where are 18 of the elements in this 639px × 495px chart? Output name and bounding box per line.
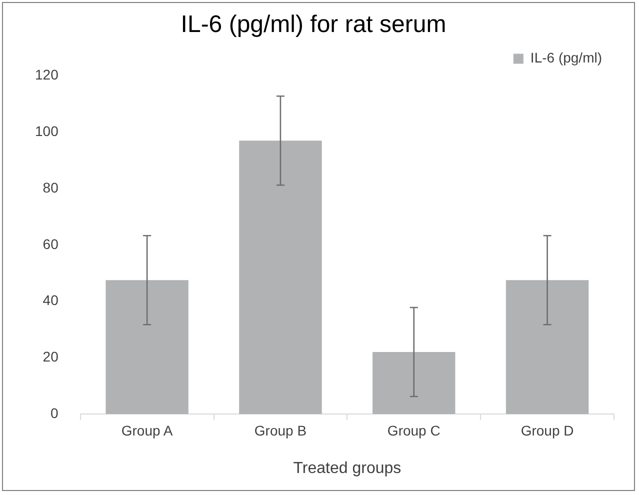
y-tick-label: 0 [50, 404, 59, 421]
x-axis-title: Treated groups [293, 460, 402, 477]
bar [106, 280, 188, 414]
x-tick-label: Group D [520, 422, 574, 438]
bar [372, 352, 456, 414]
x-tick-label: Group A [121, 422, 174, 438]
y-tick-label: 120 [35, 66, 59, 83]
legend-label: IL-6 (pg/ml) [530, 50, 602, 66]
y-tick-label: 80 [42, 179, 59, 196]
y-tick-label: 60 [42, 236, 59, 252]
bar [506, 280, 589, 414]
x-tick-label: Group B [254, 422, 307, 438]
y-tick-label: 20 [42, 348, 59, 364]
bar [239, 140, 322, 414]
chart-title: IL-6 (pg/ml) for rat serum [180, 11, 446, 38]
x-tick-label: Group C [387, 422, 440, 438]
y-tick-label: 100 [35, 123, 59, 140]
y-tick-label: 40 [42, 292, 59, 308]
